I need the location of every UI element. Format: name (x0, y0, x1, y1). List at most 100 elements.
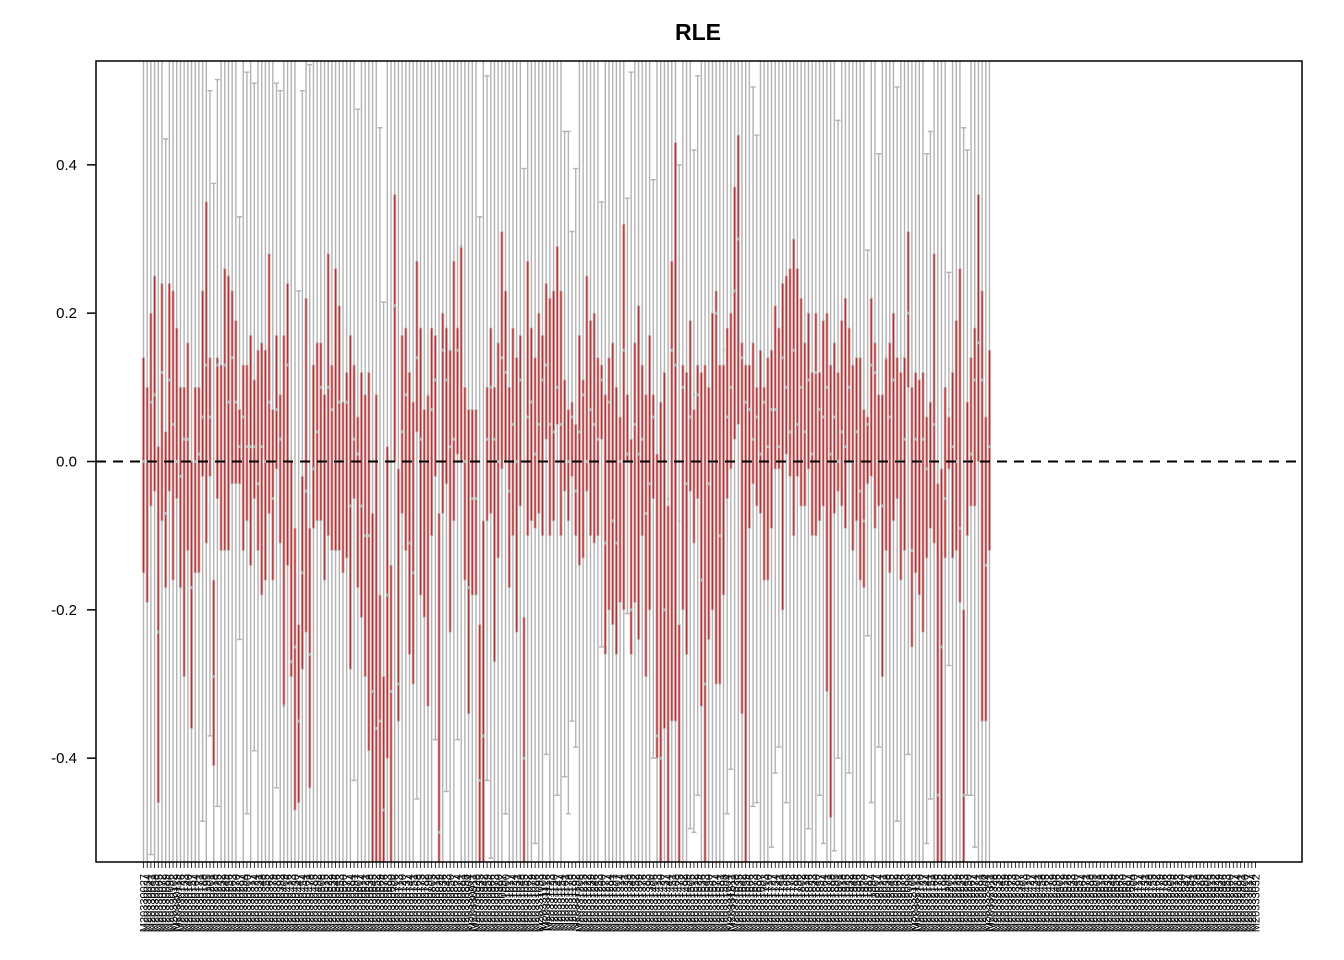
box (566, 409, 570, 522)
box (415, 260, 419, 433)
x-tick-label: M20332687 (1121, 874, 1133, 932)
box (814, 312, 818, 537)
x-tick-label: M20330836 (438, 874, 450, 932)
median-mark (615, 541, 618, 545)
plot-frame (95, 60, 1303, 863)
box (271, 409, 275, 581)
median-mark (519, 378, 522, 382)
x-tick-label: M20331659 (741, 874, 753, 932)
median-mark (903, 437, 906, 441)
x-tick-label: M20331284 (604, 874, 616, 932)
median-mark (859, 489, 862, 493)
median-mark (933, 422, 936, 426)
box (755, 386, 759, 507)
median-mark (175, 460, 178, 463)
x-tick-label: M20332113 (911, 874, 923, 931)
box (877, 394, 881, 507)
median-mark (807, 378, 810, 382)
box (740, 342, 744, 715)
median-mark (367, 534, 370, 538)
x-tick-label: M20331017 (504, 874, 516, 932)
x-tick-label: M20330904 (464, 874, 476, 932)
median-mark (888, 415, 891, 419)
median-mark (249, 445, 252, 449)
box (156, 446, 160, 804)
x-tick-label: M20330980 (493, 874, 505, 932)
median-mark (290, 660, 293, 664)
x-tick-label: M20332502 (1055, 874, 1067, 932)
box (555, 246, 559, 425)
median-mark (356, 452, 359, 456)
median-mark (463, 460, 466, 463)
x-tick-label: M20330508 (316, 874, 328, 932)
box (267, 253, 271, 514)
x-tick-label: M20331789 (789, 874, 801, 932)
box (201, 290, 205, 477)
box (869, 297, 873, 477)
median-mark (397, 682, 400, 686)
median-mark (556, 385, 559, 389)
box (186, 342, 190, 551)
median-mark (678, 519, 681, 523)
x-tick-label: M20332496 (1051, 874, 1063, 932)
median-mark (792, 348, 795, 352)
box (319, 342, 323, 522)
x-tick-label: M20331550 (704, 874, 716, 932)
box (884, 357, 888, 551)
x-tick-label: M20332540 (1069, 874, 1081, 932)
x-tick-label: M20331956 (852, 874, 864, 932)
x-tick-label: M20332083 (900, 874, 912, 932)
box (437, 513, 441, 863)
box (596, 357, 600, 537)
median-mark (674, 363, 677, 367)
median-mark (955, 460, 958, 463)
x-tick-label: M20332601 (1092, 874, 1104, 932)
x-tick-label: M20331581 (715, 874, 727, 932)
median-mark (633, 422, 636, 426)
box (456, 327, 459, 455)
median-mark (223, 363, 226, 367)
box (145, 386, 149, 603)
box (832, 342, 836, 514)
box (962, 609, 966, 863)
box (164, 431, 168, 588)
x-tick-label: M20330119 (172, 874, 184, 931)
box (493, 386, 496, 663)
median-mark (434, 378, 437, 382)
box (167, 283, 171, 492)
median-mark (659, 756, 662, 760)
x-tick-label: M20331970 (859, 874, 871, 932)
x-tick-label: M20331628 (730, 874, 742, 932)
box (282, 335, 286, 707)
box (607, 357, 611, 611)
x-tick-label: M20332694 (1125, 874, 1137, 932)
x-tick-label: M20330102 (168, 874, 180, 932)
box (544, 283, 548, 440)
median-mark (393, 304, 396, 308)
x-tick-label: M20332762 (1151, 874, 1163, 932)
x-tick-label: M20330720 (397, 874, 409, 932)
median-mark (227, 400, 230, 404)
median-mark (349, 504, 352, 508)
box (666, 505, 670, 863)
box (681, 364, 685, 611)
x-tick-label: M20331208 (574, 874, 586, 932)
x-tick-label: M20332281 (973, 874, 985, 932)
median-mark (271, 497, 274, 501)
median-mark (840, 430, 843, 434)
median-mark (910, 549, 913, 552)
median-mark (149, 400, 152, 404)
x-tick-label: M20332946 (1217, 874, 1229, 932)
x-tick-label: M20330768 (412, 874, 424, 932)
box (559, 290, 563, 537)
median-mark (722, 348, 725, 352)
median-mark (844, 445, 847, 449)
x-tick-label: M20331758 (778, 874, 790, 932)
median-mark (988, 445, 991, 449)
x-tick-label: M20330539 (327, 874, 339, 932)
box (422, 409, 426, 618)
x-tick-label: M20331932 (844, 874, 856, 932)
box (637, 305, 640, 640)
x-tick-label: M20331079 (526, 874, 538, 932)
box (574, 424, 578, 537)
